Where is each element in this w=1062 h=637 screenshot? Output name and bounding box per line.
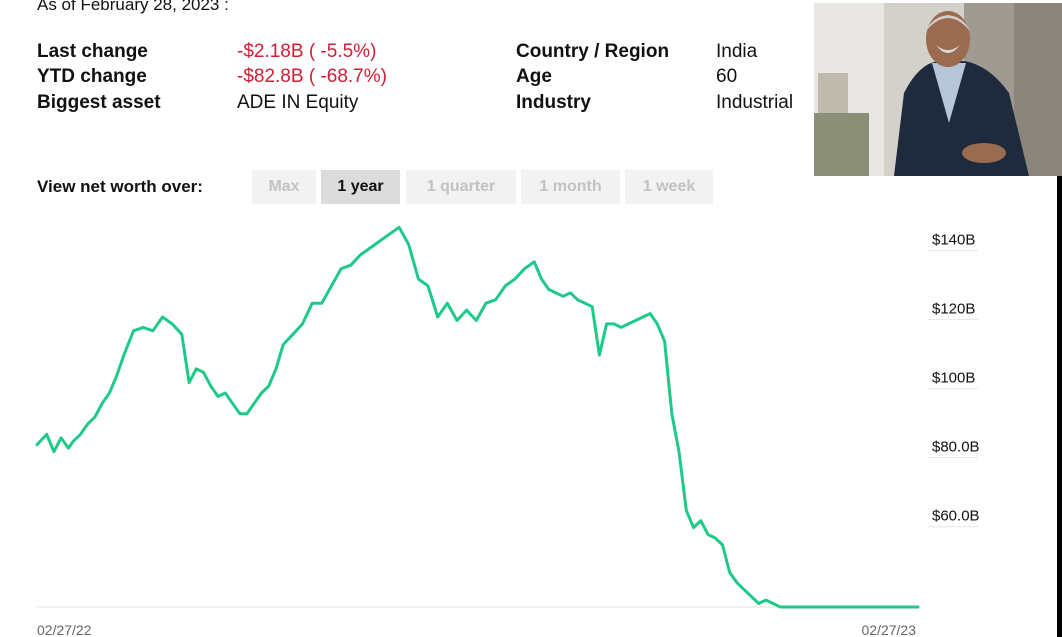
- net-worth-series-line: [35, 225, 920, 609]
- age-label: Age: [516, 66, 552, 87]
- y-tick-label: $120B: [932, 301, 975, 318]
- y-tick-label: $80.0B: [932, 439, 980, 456]
- ytd-change-label: YTD change: [37, 66, 147, 87]
- y-tick-label: $140B: [932, 232, 975, 249]
- y-tick-label: $60.0B: [932, 508, 980, 525]
- last-change-label: Last change: [37, 41, 148, 62]
- x-tick-start: 02/27/22: [37, 622, 92, 637]
- last-change-value: -$2.18B ( -5.5%): [237, 41, 377, 62]
- range-1-month-button[interactable]: 1 month: [521, 170, 620, 204]
- y-tick-label: $100B: [932, 370, 975, 387]
- range-max-button[interactable]: Max: [252, 170, 316, 204]
- industry-value: Industrial: [716, 92, 794, 113]
- range-1-quarter-button[interactable]: 1 quarter: [406, 170, 516, 204]
- person-portrait-photo: [814, 3, 1062, 176]
- biggest-asset-value: ADE IN Equity: [237, 92, 359, 113]
- as-of-date: As of February 28, 2023 :: [37, 0, 229, 14]
- ytd-change-value: -$82.8B ( -68.7%): [237, 66, 387, 87]
- range-1-week-button[interactable]: 1 week: [625, 170, 713, 204]
- biggest-asset-label: Biggest asset: [37, 92, 161, 113]
- country-value: India: [716, 41, 758, 62]
- age-value: 60: [716, 66, 738, 87]
- y-axis-ticks: $60.0B $80.0B $100B $120B $140B: [928, 232, 980, 528]
- industry-label: Industry: [516, 92, 591, 113]
- net-worth-chart: $60.0B $80.0B $100B $120B $140B 02/27/22 02/…: [35, 225, 980, 637]
- range-1-year-button[interactable]: 1 year: [321, 170, 400, 204]
- country-label: Country / Region: [516, 41, 670, 62]
- range-selector-label: View net worth over:: [37, 177, 203, 196]
- x-tick-end: 02/27/23: [862, 622, 917, 637]
